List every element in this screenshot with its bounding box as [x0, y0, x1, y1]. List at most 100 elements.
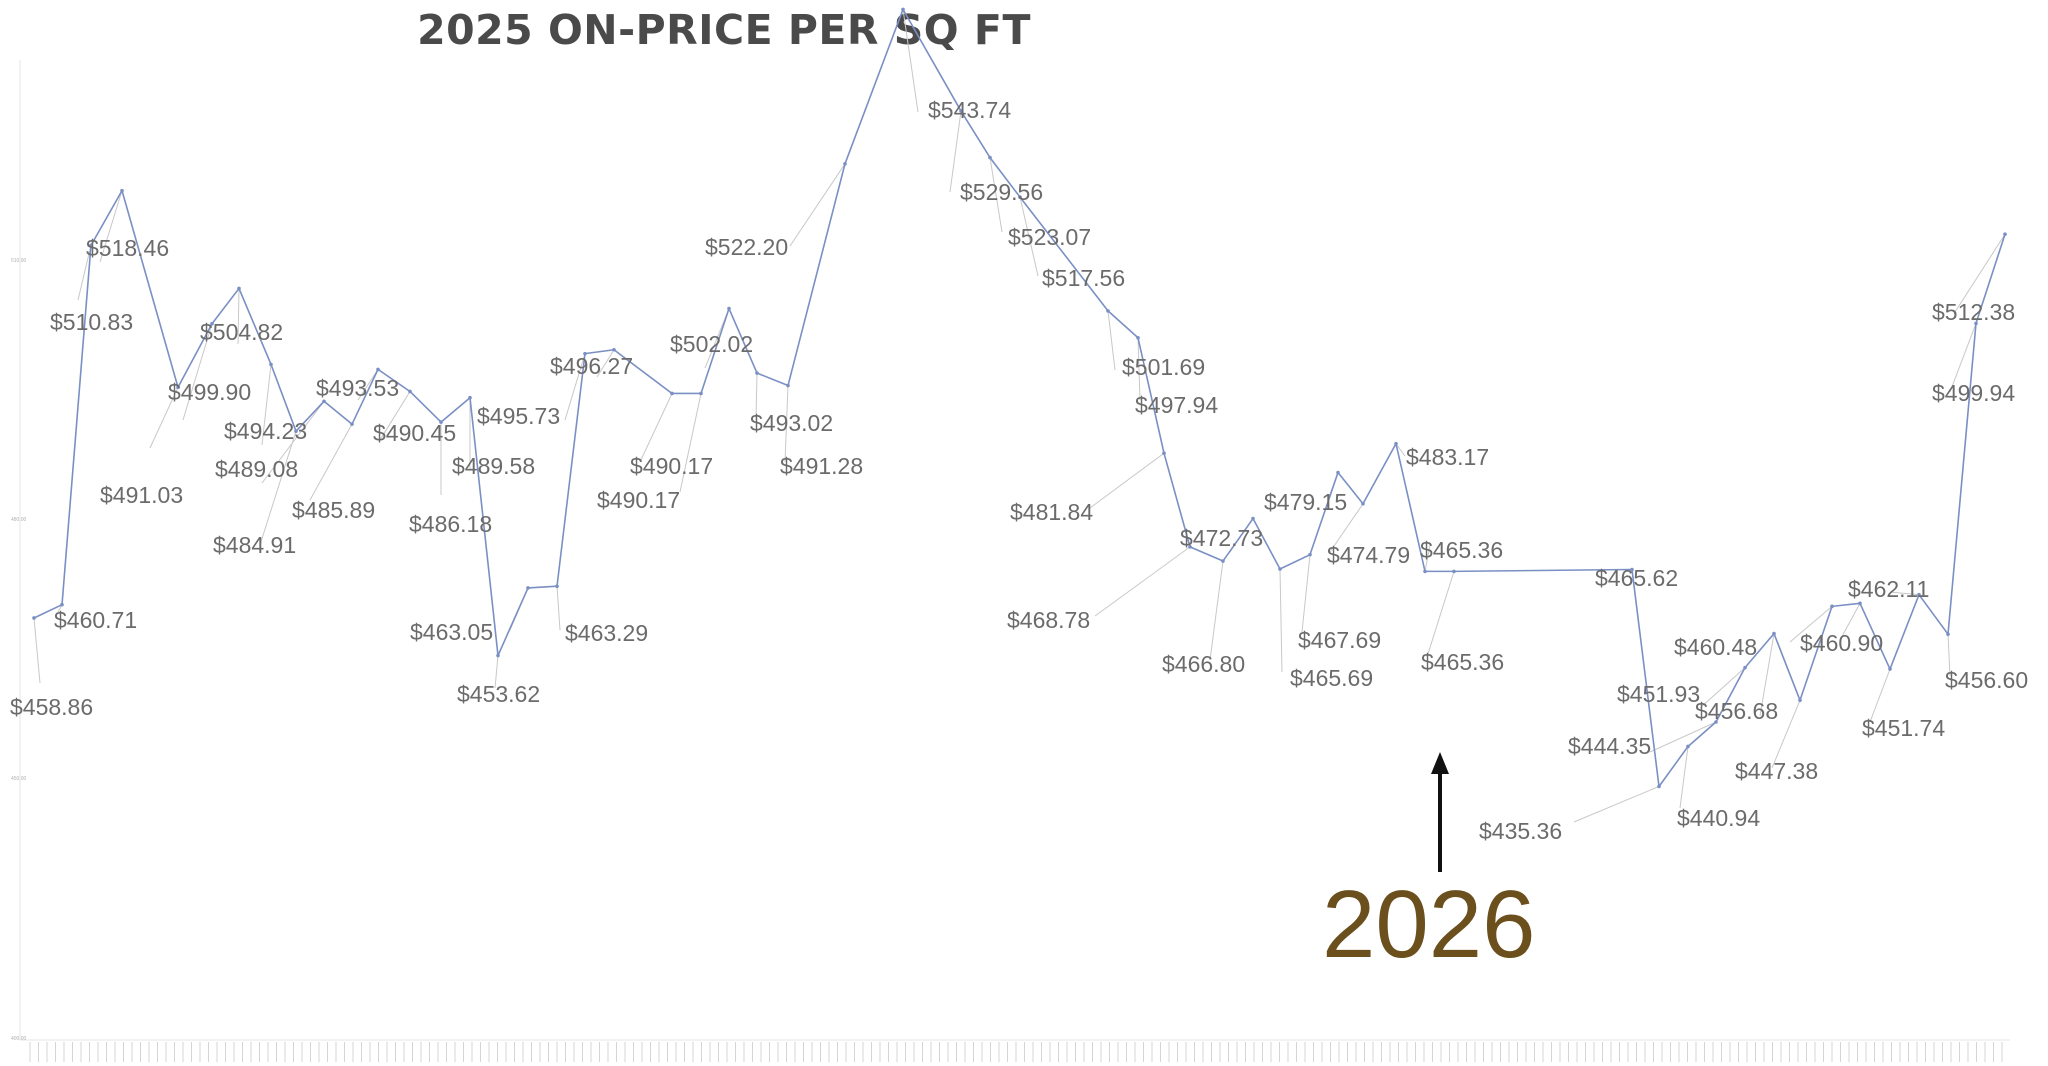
data-point — [1394, 441, 1398, 446]
data-label: $490.17 — [630, 453, 713, 479]
leader-line — [1107, 310, 1116, 371]
leader-line — [379, 391, 411, 441]
data-point — [1798, 698, 1802, 703]
arrow-head — [1431, 752, 1449, 774]
data-label: $460.48 — [1674, 634, 1757, 660]
data-label: $543.74 — [928, 97, 1011, 123]
leader-line — [1839, 603, 1861, 641]
data-point — [496, 653, 500, 658]
y-tick-label: 450.00 — [11, 776, 27, 782]
leader-line — [1395, 443, 1406, 457]
leader-line — [1329, 503, 1364, 553]
chart-title: 2025 ON-PRICE PER SQ FT — [417, 6, 1031, 54]
leader-line — [99, 190, 123, 263]
data-label: $485.89 — [292, 497, 375, 523]
leader-line — [1679, 746, 1689, 809]
data-label: $522.20 — [705, 234, 788, 260]
leader-line — [949, 110, 962, 193]
data-label: $489.08 — [215, 456, 298, 482]
data-point — [468, 395, 472, 400]
data-point — [1830, 604, 1834, 609]
leader-line — [1301, 554, 1311, 633]
data-point — [1452, 569, 1456, 574]
data-label: $484.91 — [213, 532, 296, 558]
leader-line — [679, 393, 702, 493]
data-label: $486.18 — [409, 511, 492, 537]
data-point — [376, 367, 380, 372]
data-point — [1251, 516, 1255, 521]
leader-line — [1869, 668, 1891, 723]
leader-line — [1759, 633, 1775, 717]
data-point — [583, 351, 587, 356]
leader-line — [902, 9, 919, 113]
data-point — [670, 391, 674, 396]
data-point — [1714, 720, 1718, 724]
leader-line — [755, 373, 758, 421]
leader-line — [1094, 546, 1191, 617]
data-point — [439, 420, 443, 424]
data-point — [1188, 545, 1192, 549]
data-label: $510.83 — [50, 309, 133, 335]
data-point — [176, 385, 180, 390]
data-label: $451.93 — [1617, 681, 1700, 707]
data-point — [322, 399, 326, 404]
data-point — [1423, 569, 1427, 574]
data-point — [959, 109, 963, 113]
data-label: $466.80 — [1162, 651, 1245, 677]
data-point — [1106, 309, 1110, 313]
data-label: $483.17 — [1406, 444, 1489, 470]
y-tick-label: 480.00 — [11, 517, 27, 523]
leader-line — [259, 431, 297, 546]
annotation-arrow — [1431, 752, 1449, 872]
data-point — [1858, 601, 1862, 606]
leader-line — [1279, 568, 1283, 673]
leader-line — [494, 655, 499, 689]
leader-line — [556, 586, 561, 631]
data-labels: $458.86 $460.71 $510.83 $518.46 $491.03 $499.… — [10, 97, 2028, 844]
data-label: $453.62 — [457, 681, 540, 707]
data-point — [120, 188, 124, 193]
data-label: $465.69 — [1290, 665, 1373, 691]
data-point — [210, 321, 214, 326]
leader-line — [1889, 591, 1920, 596]
data-label: $460.71 — [54, 607, 137, 633]
data-point — [1686, 744, 1690, 749]
data-label: $481.84 — [1010, 499, 1093, 525]
data-label: $496.27 — [550, 353, 633, 379]
data-label: $468.78 — [1007, 607, 1090, 633]
data-label: $493.02 — [750, 410, 833, 436]
data-label: $494.23 — [224, 418, 307, 444]
leader-line — [784, 385, 789, 463]
leader-line — [77, 245, 92, 301]
data-label: $435.36 — [1479, 818, 1562, 844]
data-point — [1162, 451, 1166, 456]
data-point — [1221, 559, 1225, 563]
leader-line — [1019, 196, 1039, 277]
data-point — [237, 286, 241, 291]
leader-line — [1649, 721, 1717, 753]
leader-line — [261, 364, 272, 446]
data-label: $465.36 — [1420, 537, 1503, 563]
data-label: $489.58 — [452, 453, 535, 479]
data-label: $456.60 — [1945, 667, 2028, 693]
data-label: $463.05 — [410, 619, 493, 645]
data-point — [727, 306, 731, 311]
data-point — [1772, 631, 1776, 636]
data-label: $518.46 — [86, 235, 169, 261]
data-point — [32, 616, 36, 620]
leader-line — [261, 400, 325, 484]
data-label: $472.73 — [1180, 525, 1263, 551]
data-label: $451.74 — [1862, 715, 1945, 741]
data-point — [1946, 632, 1950, 636]
data-label: $465.62 — [1595, 565, 1678, 591]
leader-line — [1954, 233, 2006, 313]
data-label: $499.90 — [168, 379, 251, 405]
data-label: $462.11 — [1848, 576, 1929, 602]
data-label: $529.56 — [960, 179, 1043, 205]
data-label: $440.94 — [1677, 805, 1760, 831]
data-point — [294, 429, 298, 433]
data-point — [1361, 501, 1365, 506]
data-point — [526, 586, 530, 590]
data-label: $490.17 — [597, 487, 680, 513]
data-points — [32, 7, 2007, 789]
